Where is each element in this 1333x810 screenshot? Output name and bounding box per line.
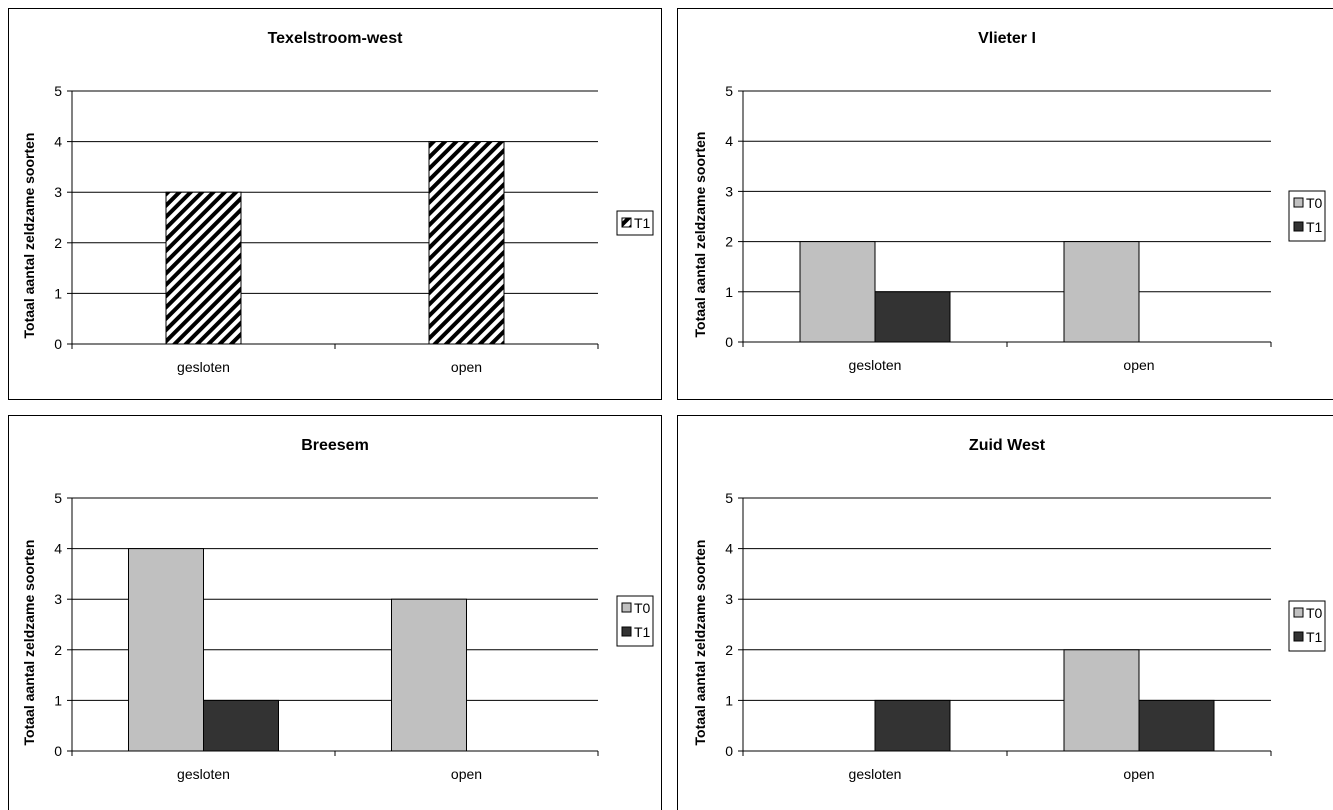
- y-tick-label: 3: [725, 183, 733, 199]
- chart-panel-texelstroom-west: Texelstroom-west Totaal aantal zeldzame s…: [8, 8, 662, 400]
- legend-swatch-T0: [621, 602, 632, 613]
- y-tick-label: 5: [54, 83, 62, 99]
- chart-panel-breesem: Breesem Totaal aantal zeldzame soorten 0 1 2…: [8, 415, 662, 810]
- chart-title: Vlieter I: [978, 30, 1036, 47]
- legend-label-T0: T0: [1306, 195, 1323, 211]
- chart-title: Zuid West: [969, 437, 1046, 454]
- y-tick-label: 0: [725, 334, 733, 350]
- x-tick-label: gesloten: [177, 359, 230, 375]
- legend-swatch-T0: [1293, 607, 1304, 618]
- y-tick-label: 2: [54, 235, 62, 251]
- legend-label-T1: T1: [634, 624, 651, 640]
- y-tick-label: 3: [725, 591, 733, 607]
- y-tick-label: 1: [725, 692, 733, 708]
- chart-title: Breesem: [301, 437, 369, 454]
- bar-T1-gesloten: [203, 699, 279, 752]
- y-tick-label: 4: [725, 541, 733, 557]
- x-tick-label: open: [1123, 357, 1154, 373]
- chart-svg: Texelstroom-west Totaal aantal zeldzame s…: [21, 30, 654, 375]
- legend-label-T0: T0: [634, 600, 651, 616]
- chart-panel-zuid-west: Zuid West Totaal aantal zeldzame soorten 0…: [677, 415, 1333, 810]
- bar-T1-gesloten: [874, 699, 951, 752]
- bar-T0-gesloten: [128, 548, 204, 752]
- y-tick-label: 3: [54, 591, 62, 607]
- legend-label-T1: T1: [1306, 629, 1323, 645]
- y-tick-label: 5: [725, 83, 733, 99]
- legend-swatch-T1: [1293, 631, 1304, 642]
- y-axis-label: Totaal aantal zeldzame soorten: [692, 132, 708, 338]
- y-axis-label: Totaal aantal zeldzame soorten: [21, 540, 37, 746]
- y-tick-label: 2: [725, 234, 733, 250]
- bar-T0-open: [1063, 649, 1140, 752]
- legend-swatch-T0: [1293, 197, 1304, 208]
- chart-svg: Vlieter I Totaal aantal zeldzame soorten 0…: [692, 30, 1326, 373]
- x-tick-label: gesloten: [849, 766, 902, 782]
- y-tick-label: 4: [54, 541, 62, 557]
- chart-svg: Breesem Totaal aantal zeldzame soorten 0 1 2…: [21, 437, 654, 782]
- y-tick-label: 3: [54, 184, 62, 200]
- x-tick-label: open: [1123, 766, 1154, 782]
- chart-svg: Zuid West Totaal aantal zeldzame soorten 0…: [692, 437, 1326, 782]
- y-tick-label: 4: [54, 134, 62, 150]
- x-tick-label: gesloten: [177, 766, 230, 782]
- y-tick-label: 5: [54, 490, 62, 506]
- x-tick-label: gesloten: [849, 357, 902, 373]
- y-tick-label: 0: [725, 743, 733, 759]
- y-tick-label: 1: [54, 285, 62, 301]
- legend-label-T1: T1: [1306, 219, 1323, 235]
- bar-T1-open: [428, 141, 505, 345]
- legend-swatch-T1: [621, 217, 632, 228]
- x-tick-label: open: [451, 766, 482, 782]
- y-tick-label: 5: [725, 490, 733, 506]
- y-axis-label: Totaal aantal zeldzame soorten: [692, 540, 708, 746]
- bar-T0-gesloten: [799, 241, 876, 343]
- legend-swatch-T1: [1293, 221, 1304, 232]
- x-tick-label: open: [451, 359, 482, 375]
- legend-label-T1: T1: [634, 215, 651, 231]
- bar-T1-open: [1138, 699, 1215, 752]
- y-tick-label: 1: [54, 692, 62, 708]
- y-tick-label: 0: [54, 743, 62, 759]
- y-tick-label: 4: [725, 133, 733, 149]
- bar-T0-open: [391, 598, 467, 752]
- chart-panel-vlieter-i: Vlieter I Totaal aantal zeldzame soorten 0…: [677, 8, 1333, 400]
- y-tick-label: 0: [54, 336, 62, 352]
- y-tick-label: 2: [725, 642, 733, 658]
- y-tick-label: 1: [725, 284, 733, 300]
- y-tick-label: 2: [54, 642, 62, 658]
- bar-T0-open: [1063, 241, 1140, 343]
- legend-swatch-T1: [621, 626, 632, 637]
- chart-title: Texelstroom-west: [268, 30, 404, 47]
- legend-label-T0: T0: [1306, 605, 1323, 621]
- bar-T1-gesloten: [874, 291, 951, 343]
- bar-T1-gesloten: [165, 191, 242, 345]
- y-axis-label: Totaal aantal zeldzame soorten: [21, 133, 37, 339]
